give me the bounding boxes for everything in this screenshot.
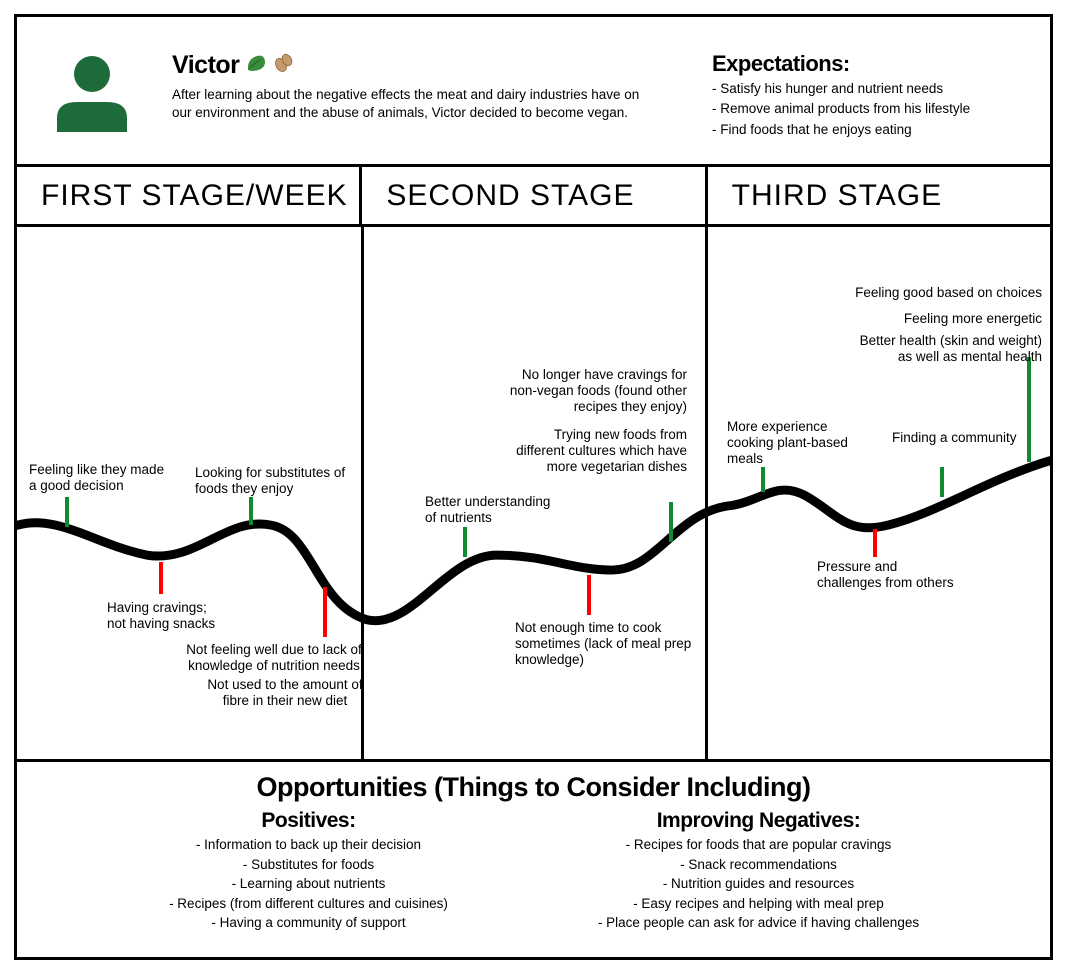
- expectations-list: - Satisfy his hunger and nutrient needs …: [712, 79, 1032, 140]
- negative-item: - Place people can ask for advice if hav…: [569, 913, 949, 933]
- not-feeling-well-label: Not feeling well due to lack ofknowledge…: [169, 642, 379, 674]
- persona-name-text: Victor: [172, 51, 239, 80]
- cravings-nonvegan-tick: [669, 502, 673, 542]
- negatives-column: Improving Negatives: - Recipes for foods…: [569, 809, 949, 933]
- stage-headers: FIRST STAGE/WEEK SECOND STAGE THIRD STAG…: [17, 167, 1050, 227]
- negatives-title: Improving Negatives:: [569, 809, 949, 833]
- pressure-label: Pressure andchallenges from others: [817, 559, 987, 591]
- negative-item: - Recipes for foods that are popular cra…: [569, 835, 949, 855]
- more-experience-tick: [761, 467, 765, 492]
- good-decision-label: Feeling like they madea good decision: [29, 462, 199, 494]
- feeling-good-label: Feeling good based on choices: [842, 285, 1042, 301]
- journey-area: Feeling like they madea good decisionLoo…: [17, 227, 1050, 762]
- positive-item: - Substitutes for foods: [119, 855, 499, 875]
- stage-header-2: SECOND STAGE: [359, 167, 704, 224]
- positives-title: Positives:: [119, 809, 499, 833]
- expectations-title: Expectations:: [712, 51, 1032, 77]
- substitutes-tick: [249, 497, 253, 525]
- journey-map-frame: Victor After learning about the negative…: [14, 14, 1053, 960]
- avatar-icon: [47, 52, 137, 137]
- not-enough-time-tick: [587, 575, 591, 615]
- positive-item: - Information to back up their decision: [119, 835, 499, 855]
- positive-item: - Learning about nutrients: [119, 874, 499, 894]
- finding-community-tick: [940, 467, 944, 497]
- pressure-tick: [873, 529, 877, 557]
- expectation-item: - Remove animal products from his lifest…: [712, 99, 1032, 119]
- opportunities-section: Opportunities (Things to Consider Includ…: [17, 762, 1050, 952]
- good-decision-tick: [65, 497, 69, 527]
- stage-header-3: THIRD STAGE: [705, 167, 1050, 224]
- persona-description: After learning about the negative effect…: [172, 86, 652, 122]
- energetic-label: Feeling more energetic: [872, 311, 1042, 327]
- fibre-label: Not used to the amount offibre in their …: [185, 677, 385, 709]
- negatives-list: - Recipes for foods that are popular cra…: [569, 835, 949, 933]
- better-health-label: Better health (skin and weight)as well a…: [832, 333, 1042, 365]
- cravings-tick: [159, 562, 163, 594]
- positive-item: - Having a community of support: [119, 913, 499, 933]
- cravings-nonvegan-label: No longer have cravings fornon-vegan foo…: [487, 367, 687, 416]
- new-foods-label: Trying new foods fromdifferent cultures …: [487, 427, 687, 476]
- negative-item: - Nutrition guides and resources: [569, 874, 949, 894]
- nutrients-tick: [463, 527, 467, 557]
- positive-item: - Recipes (from different cultures and c…: [119, 894, 499, 914]
- expectation-item: - Find foods that he enjoys eating: [712, 120, 1032, 140]
- not-feeling-well-tick: [323, 587, 327, 637]
- positives-column: Positives: - Information to back up thei…: [119, 809, 499, 933]
- opportunities-title: Opportunities (Things to Consider Includ…: [17, 762, 1050, 803]
- positives-list: - Information to back up their decision …: [119, 835, 499, 933]
- expectation-item: - Satisfy his hunger and nutrient needs: [712, 79, 1032, 99]
- not-enough-time-label: Not enough time to cooksometimes (lack o…: [515, 620, 715, 669]
- nutrients-label: Better understandingof nutrients: [425, 494, 585, 526]
- leaf-icon: [245, 51, 267, 80]
- finding-community-label: Finding a community: [892, 430, 1042, 446]
- persona-block: Victor After learning about the negative…: [172, 51, 672, 122]
- expectations-block: Expectations: - Satisfy his hunger and n…: [712, 51, 1032, 140]
- negative-item: - Snack recommendations: [569, 855, 949, 875]
- more-experience-label: More experiencecooking plant-basedmeals: [727, 419, 872, 468]
- header: Victor After learning about the negative…: [17, 17, 1050, 167]
- negative-item: - Easy recipes and helping with meal pre…: [569, 894, 949, 914]
- persona-name: Victor: [172, 51, 672, 80]
- feeling-good-tick: [1027, 357, 1031, 462]
- cravings-label: Having cravings;not having snacks: [107, 600, 247, 632]
- peanut-icon: [273, 51, 295, 80]
- stage-header-1: FIRST STAGE/WEEK: [17, 167, 359, 224]
- column-divider: [705, 227, 708, 759]
- substitutes-label: Looking for substitutes offoods they enj…: [195, 465, 375, 497]
